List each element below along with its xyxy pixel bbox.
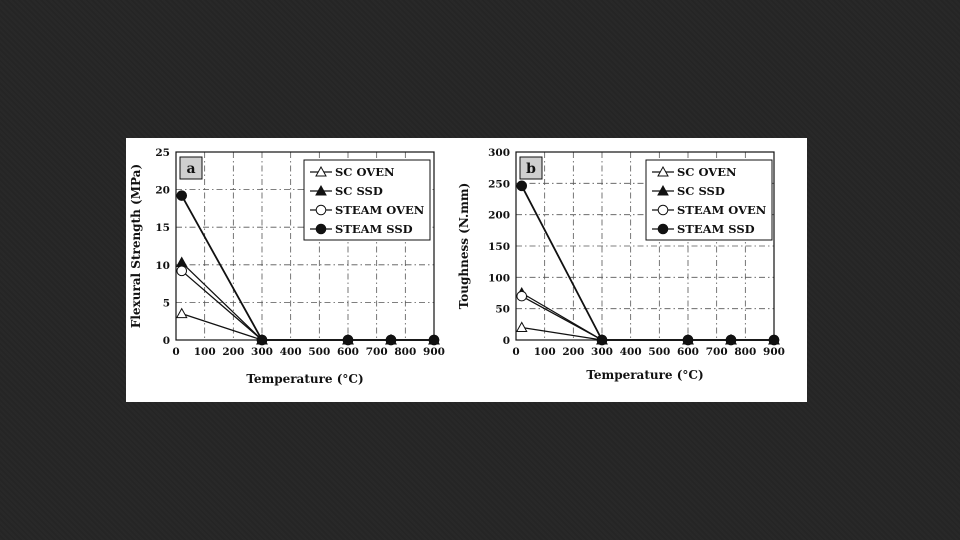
legend-marker	[657, 165, 669, 177]
x-axis-label-a: Temperature (°C)	[246, 372, 363, 386]
legend-label: SC OVEN	[677, 165, 737, 179]
y-tick-label: 0	[503, 335, 510, 347]
legend-marker	[315, 165, 327, 177]
x-tick-label: 0	[512, 346, 519, 358]
legend-label: SC SSD	[335, 184, 383, 198]
x-tick-label: 200	[562, 346, 584, 358]
data-point-steam-ssd	[342, 334, 354, 346]
y-tick-label: 150	[488, 241, 510, 253]
data-point-steam-ssd	[596, 334, 608, 346]
legend-label: STEAM SSD	[335, 222, 413, 236]
x-tick-label: 100	[194, 346, 216, 358]
series-line-sc-oven	[181, 313, 434, 341]
legend-label: SC OVEN	[335, 165, 395, 179]
data-point-steam-ssd	[516, 180, 528, 192]
x-tick-label: 600	[337, 346, 359, 358]
x-tick-label: 100	[534, 346, 556, 358]
x-axis-label-b: Temperature (°C)	[586, 368, 703, 382]
panel-label-a: a	[179, 156, 203, 180]
x-tick-label: 300	[251, 346, 273, 358]
y-axis-label-b: Toughness (N.mm)	[457, 183, 471, 310]
panel-label-b: b	[519, 156, 543, 180]
legend-marker	[315, 204, 327, 216]
chart-a: 0 100 200 300 400 500 600 700 800 900 0510152025 …	[129, 147, 445, 386]
data-point-steam-ssd	[385, 334, 397, 346]
series-line-sc-oven	[521, 326, 774, 341]
data-point-steam-ssd	[176, 190, 188, 201]
legend-label: STEAM SSD	[677, 222, 755, 236]
legend-b: SC OVEN SC SSD STEAM OVEN STEAM SSD	[645, 159, 773, 241]
legend-marker	[657, 184, 669, 196]
legend-label: STEAM OVEN	[335, 203, 425, 217]
x-tick-label: 500	[648, 346, 670, 358]
y-tick-label: 250	[488, 178, 510, 190]
y-tick-label: 20	[155, 185, 170, 197]
legend-marker	[315, 223, 327, 235]
y-tick-label: 200	[488, 210, 510, 222]
x-tick-label: 800	[394, 346, 416, 358]
data-point-steam-ssd	[725, 334, 737, 346]
legend-marker	[315, 184, 327, 196]
chart-b: 0 100 200 300 400 500 600 700 800 900 0 50 100 150 20…	[457, 147, 785, 382]
data-point-sc-oven	[515, 321, 528, 332]
data-point-steam-oven	[516, 290, 528, 302]
x-tick-label: 700	[706, 346, 728, 358]
legend-a: SC OVEN SC SSD STEAM OVEN STEAM SSD	[303, 159, 431, 241]
x-tick-label: 600	[677, 346, 699, 358]
data-point-steam-ssd	[256, 334, 268, 346]
y-tick-label: 5	[163, 297, 170, 309]
x-tick-label: 500	[308, 346, 330, 358]
legend-marker	[657, 204, 669, 216]
data-point-steam-ssd	[682, 334, 694, 346]
data-point-steam-ssd	[768, 334, 780, 346]
data-point-steam-oven	[176, 265, 188, 277]
y-tick-label: 10	[155, 260, 170, 272]
x-tick-label: 900	[423, 346, 445, 358]
y-tick-label: 25	[155, 147, 170, 159]
data-point-steam-ssd	[428, 334, 440, 346]
y-tick-label: 0	[163, 335, 170, 347]
x-tick-label: 0	[172, 346, 179, 358]
legend-label: STEAM OVEN	[677, 203, 767, 217]
x-tick-label: 400	[620, 346, 642, 358]
data-point-sc-ssd	[175, 256, 188, 268]
legend-marker	[657, 223, 669, 235]
x-tick-label: 700	[366, 346, 388, 358]
panel-label-a-text: a	[186, 161, 195, 177]
y-axis-label-a: Flexural Strength (MPa)	[129, 164, 143, 328]
charts-svg: 0 100 200 300 400 500 600 700 800 900 0510152025 …	[129, 147, 785, 386]
x-tick-label: 400	[280, 346, 302, 358]
y-tick-label: 100	[488, 272, 510, 284]
legend-label: SC SSD	[677, 184, 725, 198]
x-tick-label: 900	[763, 346, 785, 358]
series-line-sc-ssd	[181, 262, 434, 341]
figure-panel: 0 100 200 300 400 500 600 700 800 900 0 5 10 15 20 25 …	[126, 138, 807, 402]
x-tick-label: 800	[734, 346, 756, 358]
series-line-steam-oven	[181, 270, 434, 341]
x-tick-label: 300	[591, 346, 613, 358]
x-tick-label: 200	[222, 346, 244, 358]
panel-label-b-text: b	[526, 161, 536, 177]
y-tick-label: 50	[495, 304, 510, 316]
data-point-sc-oven	[175, 307, 188, 319]
y-tick-label: 300	[488, 147, 510, 159]
y-tick-label: 15	[155, 222, 170, 234]
